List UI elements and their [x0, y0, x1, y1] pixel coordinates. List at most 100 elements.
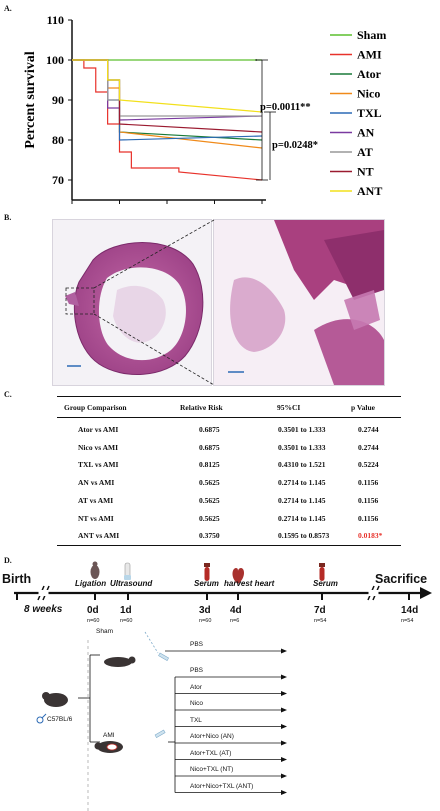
table-row: Ator vs AMI 0.6875 0.3501 to 1.333 0.2744: [0, 425, 440, 443]
series-line-ant: [72, 59, 263, 113]
chart-axes: 70 80 90 100 110 Percent survival: [23, 13, 266, 204]
arrow-head: [281, 757, 287, 762]
histology-whole-heart: [52, 219, 212, 386]
table-row: AT vs AMI 0.5625 0.2714 to 1.145 0.1156: [0, 496, 440, 514]
series-line-at: [72, 59, 262, 117]
heart-section-image: [65, 242, 204, 375]
table-cell: 0.6875: [199, 425, 220, 434]
treatment-arm-label: Ator+Nico+TXL (ANT): [190, 782, 254, 790]
p-value-annotation: p=0.0011**: [260, 102, 311, 113]
timeline-day-label: 0d: [87, 605, 99, 616]
table-cell: NT vs AMI: [78, 513, 114, 523]
survival-chart: 70 80 90 100 110 Percent survival Sham AMI Ator…: [23, 13, 386, 204]
table-cell: 0.5625: [199, 495, 220, 505]
mouse-icon: [90, 561, 100, 579]
timeline-event-label: Serum: [313, 579, 338, 588]
blood-tube-icon: [319, 563, 325, 581]
table-row: ANT vs AMI 0.3750 0.1595 to 0.8573 0.0183*: [0, 531, 440, 549]
table-cell: ANT vs AMI: [78, 531, 120, 541]
y-axis-label: Percent survival: [23, 51, 38, 148]
arrow-head: [281, 674, 287, 680]
timeline-n-label: n=60: [120, 618, 133, 624]
table-cell: Ator vs AMI: [78, 425, 119, 434]
timeline-n-label: n=60: [199, 618, 212, 624]
timeline-event-label: Ultrasound: [110, 579, 153, 588]
table-cell: 0.2714 to 1.145: [278, 478, 326, 488]
series-line-an: [72, 59, 263, 121]
table-cell: 0.5224: [358, 460, 379, 470]
table-cell: 0.5625: [199, 513, 220, 523]
arrow-head: [281, 691, 287, 696]
ultrasound-probe-icon: [124, 562, 131, 580]
header-group-comparison: Group Comparison: [64, 403, 127, 412]
panel-label-a: A.: [4, 4, 12, 13]
treatment-arm-label: PBS: [190, 641, 204, 648]
histology-zoom: [213, 219, 385, 386]
arrow-head: [281, 707, 287, 713]
table-cell: 0.8125: [199, 460, 220, 470]
legend-label: NT: [357, 165, 374, 179]
table-cell: 0.5625: [199, 478, 220, 488]
sham-label: Sham: [96, 628, 113, 635]
arrow-head: [281, 790, 287, 795]
timeline-n-label: n=54: [401, 618, 414, 624]
timeline-event-label: Serum: [194, 579, 219, 588]
table-cell: 0.6875: [199, 442, 220, 452]
treatment-arm-label: Nico: [190, 700, 204, 707]
treatment-arm-label: Ator: [190, 683, 202, 691]
y-tick-label: 80: [52, 133, 64, 147]
table-top-rule: [57, 396, 401, 397]
timeline-day-label: 14d: [401, 605, 419, 616]
legend-label: ANT: [357, 184, 382, 198]
table-row: NT vs AMI 0.5625 0.2714 to 1.145 0.1156: [0, 514, 440, 532]
timeline-event-label: harvest heart: [224, 579, 275, 588]
y-tick-label: 100: [46, 53, 64, 67]
legend-label: Nico: [357, 87, 380, 101]
timeline-day-label: 4d: [230, 605, 242, 616]
table-cell: 0.2714 to 1.145: [278, 495, 326, 505]
table-cell: Nico vs AMI: [78, 442, 118, 452]
c57bl6-mouse-icon: [36, 692, 68, 724]
panel-label-c: C.: [4, 390, 12, 399]
table-cell: 0.4310 to 1.521: [278, 460, 326, 470]
syringe-icon: [154, 729, 166, 738]
legend-label: TXL: [357, 106, 382, 120]
table-header-row: Group Comparison Relative Risk 95%CI p V…: [0, 403, 440, 421]
mouse-strain-label: C57BL/6: [47, 716, 73, 723]
timeline-n-label: n=6: [230, 618, 240, 624]
header-relative-risk: Relative Risk: [180, 403, 223, 412]
table-cell: 0.2744: [358, 442, 379, 452]
timeline-day-label: 7d: [314, 605, 326, 616]
ami-label: AMI: [103, 732, 115, 739]
ami-mouse-icon: [94, 741, 123, 753]
series-line-nt: [72, 59, 263, 133]
table-cell: AT vs AMI: [78, 495, 114, 505]
chart-series: [72, 59, 263, 181]
table-cell: AN vs AMI: [78, 478, 115, 488]
y-tick-label: 110: [47, 13, 64, 27]
table-cell: TXL vs AMI: [78, 460, 119, 470]
timeline-end-label: Sacrifice: [375, 572, 428, 586]
table-bottom-rule: [57, 545, 401, 546]
legend-label: Ator: [357, 67, 382, 81]
panel-label-d: D.: [4, 556, 12, 565]
table-cell: 0.3501 to 1.333: [278, 442, 326, 452]
y-tick-label: 70: [52, 173, 64, 187]
timeline-n-label: n=60: [87, 618, 100, 624]
table-cell: 0.2714 to 1.145: [278, 513, 326, 523]
table-row: AN vs AMI 0.5625 0.2714 to 1.145 0.1156: [0, 478, 440, 496]
legend-label: AMI: [357, 48, 382, 62]
arrow-head: [281, 724, 287, 729]
blood-tube-icon: [204, 563, 210, 581]
treatment-arm-label: Nico+TXL (NT): [190, 766, 234, 773]
heart-section-zoom-image: [214, 220, 384, 385]
table-row: Nico vs AMI 0.6875 0.3501 to 1.333 0.2744: [0, 443, 440, 461]
timeline-n-label: n=54: [314, 618, 327, 624]
treatment-arms: [165, 648, 287, 795]
timeline-event-label: Ligation: [75, 579, 107, 588]
arrow-head: [281, 740, 287, 746]
timeline-day-label: 3d: [199, 605, 211, 616]
zoom-connector-lines: [65, 219, 215, 386]
table-cell: 0.2744: [358, 425, 379, 434]
table-header-rule: [57, 417, 401, 418]
